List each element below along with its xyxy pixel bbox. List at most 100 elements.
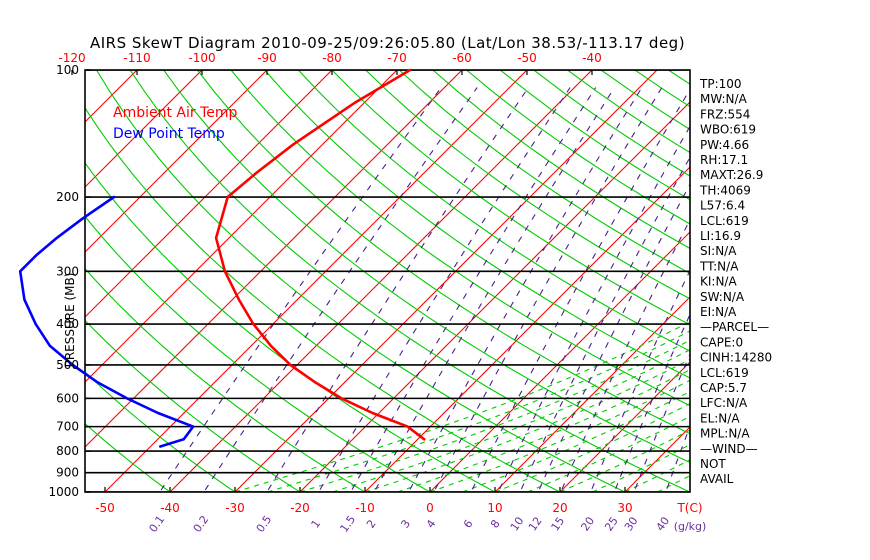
dry-adiabat-line — [365, 70, 690, 300]
dry-adiabat-line — [85, 106, 561, 492]
dry-adiabat-line — [129, 70, 690, 492]
pressure-tick-label: 600 — [56, 391, 79, 405]
y-axis-label: PRESSURE (MB) — [63, 273, 77, 368]
bottom-temp-tick-label: 30 — [617, 501, 632, 515]
isotherm-line — [299, 101, 690, 492]
dry-adiabat-line — [85, 422, 171, 492]
bottom-temp-tick-label: -10 — [355, 501, 375, 515]
info-panel-line: AVAIL — [700, 472, 734, 486]
dry-adiabat-line — [398, 70, 690, 274]
info-panel-line: TH:4069 — [699, 183, 751, 197]
pressure-tick-label: 200 — [56, 190, 79, 204]
top-temp-tick-label: -90 — [257, 51, 277, 65]
info-panel-line: SI:N/A — [700, 244, 737, 258]
mixing-ratio-line — [350, 87, 597, 492]
bottom-temp-tick-label: 10 — [487, 501, 502, 515]
info-panel-line: PW:4.66 — [700, 138, 749, 152]
moist-adiabat-line — [559, 429, 690, 492]
isotherm-line — [85, 70, 398, 383]
isotherm-line — [85, 70, 333, 318]
info-panel-line: TT:N/A — [699, 259, 739, 273]
isotherm-line — [429, 231, 690, 492]
info-panel-line: LCL:619 — [700, 214, 749, 228]
info-panel-line: LCL:619 — [700, 366, 749, 380]
isotherm-line — [85, 70, 268, 253]
pressure-tick-label: 100 — [56, 63, 79, 77]
pressure-tick-label: 800 — [56, 444, 79, 458]
mixing-ratio-line — [613, 313, 690, 492]
bottom-temp-tick-label: -20 — [290, 501, 310, 515]
mixing-ratio-line — [433, 87, 663, 492]
info-panel-line: LI:16.9 — [700, 229, 741, 243]
top-temp-tick-label: -70 — [387, 51, 407, 65]
dry-adiabat-line — [432, 70, 690, 250]
bottom-temp-tick-label: 0 — [426, 501, 434, 515]
moist-adiabat-line — [332, 349, 690, 492]
dewpoint-temp-curve — [18, 195, 195, 448]
temp-axis-unit-label: T(C) — [676, 501, 702, 515]
mixing-ratio-line — [633, 352, 690, 492]
dry-adiabat-line — [297, 70, 690, 352]
top-temp-tick-label: -60 — [452, 51, 472, 65]
info-panel-line: MAXT:26.9 — [700, 168, 763, 182]
pressure-tick-label: 500 — [56, 358, 79, 372]
mixing-ratio-unit-label: (g/kg) — [674, 520, 707, 533]
moist-adiabat-line — [462, 390, 690, 492]
legend-dewpoint-label: Dew Point Temp — [113, 126, 225, 142]
ambient-temp-curve — [214, 68, 426, 441]
top-temp-tick-label: -50 — [517, 51, 537, 65]
dry-adiabat-line — [96, 70, 626, 492]
legend: Ambient Air Temp Dew Point Temp — [113, 105, 238, 142]
moist-adiabat-line — [267, 330, 690, 492]
moist-adiabat-line — [299, 339, 690, 492]
dry-adiabat-line — [85, 215, 431, 492]
isotherm-line — [234, 70, 658, 492]
top-temp-tick-label: -110 — [123, 51, 150, 65]
pressure-tick-label: 400 — [56, 317, 79, 331]
isotherm-line — [364, 166, 690, 492]
pressure-tick-label: 900 — [56, 466, 79, 480]
mixing-ratio-line — [408, 87, 643, 492]
mixing-ratio-line — [537, 183, 690, 492]
bottom-temp-tick-label: -50 — [95, 501, 115, 515]
mixing-ratio-line — [470, 88, 690, 492]
mixing-ratio-line — [373, 87, 615, 492]
profile-curves — [18, 68, 426, 448]
page-title: AIRS SkewT Diagram 2010-09-25/09:26:05.8… — [90, 34, 685, 52]
info-panel-line: CAP:5.7 — [700, 381, 747, 395]
moist-adiabat-line — [527, 415, 690, 492]
plot-frame — [84, 69, 691, 493]
bottom-temp-tick-label: -40 — [160, 501, 180, 515]
mixing-ratio-line — [203, 87, 478, 492]
moist-adiabat-line — [234, 321, 690, 492]
pressure-tick-label: 1000 — [48, 485, 79, 499]
info-panel-line: EI:N/A — [700, 305, 737, 319]
info-panel-line: MPL:N/A — [700, 427, 750, 441]
info-panel-line: —WIND— — [700, 442, 758, 456]
info-panel-line: KI:N/A — [700, 275, 737, 289]
top-temp-tick-label: -80 — [322, 51, 342, 65]
info-panel-line: WBO:619 — [700, 123, 756, 137]
dry-adiabat-line — [331, 70, 690, 326]
isotherm-line — [85, 70, 463, 448]
mixing-ratio-line — [665, 425, 690, 492]
top-temp-tick-label: -100 — [188, 51, 215, 65]
moist-adiabat-line — [364, 358, 690, 492]
info-panel-line: SW:N/A — [700, 290, 745, 304]
dry-adiabat-line — [264, 70, 690, 379]
info-panel-line: —PARCEL— — [700, 320, 769, 334]
info-panel-line: LFC:N/A — [700, 396, 748, 410]
info-panel-line: NOT — [700, 457, 726, 471]
dry-adiabat-line — [230, 70, 690, 407]
plot-border — [84, 69, 691, 493]
info-panel-line: L57:6.4 — [700, 199, 745, 213]
isotherm-line — [559, 361, 690, 492]
info-panel-line: CAPE:0 — [700, 335, 743, 349]
dry-adiabat-line — [85, 267, 366, 492]
pressure-tick-label: 300 — [56, 264, 79, 278]
info-panel-line: RH:17.1 — [700, 153, 748, 167]
bottom-temp-tick-label: -30 — [225, 501, 245, 515]
mixing-ratio-line — [159, 87, 442, 492]
info-panel-line: CINH:14280 — [700, 351, 772, 365]
